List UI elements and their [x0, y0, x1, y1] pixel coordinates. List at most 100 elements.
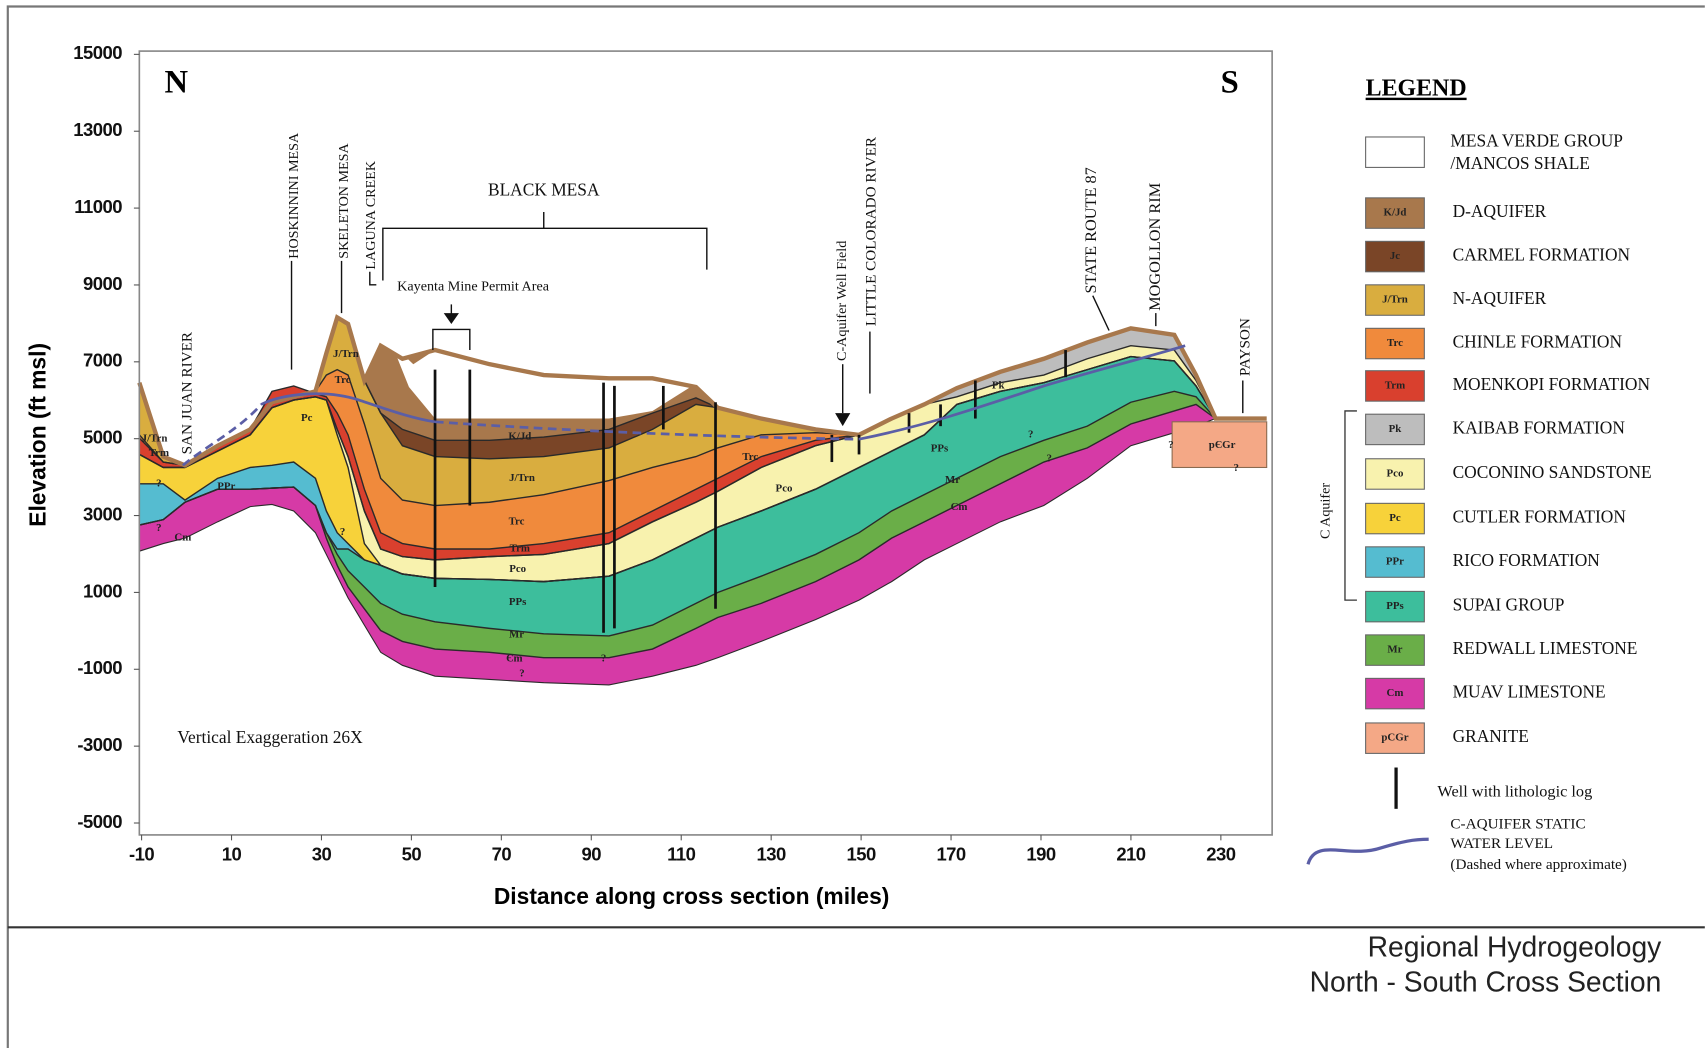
place-label: BLACK MESA: [488, 180, 600, 199]
y-tick-label: 1000: [83, 580, 122, 601]
place-label: LITTLE COLORADO RIVER: [862, 136, 879, 326]
x-tick-label: 170: [936, 843, 965, 864]
place-label: STATE ROUTE 87: [1081, 167, 1100, 293]
place-label: LAGUNA CREEK: [363, 160, 379, 269]
place-label: MOGOLLON RIM: [1145, 182, 1164, 311]
unit-label: Єm: [506, 652, 522, 664]
body: K/JdJ/TrnTrcTrmPcoPPsMrЄmTrcPcoPPsMrCmPk…: [0, 0, 1705, 1048]
place-label: HOSKINNINI MESA: [286, 132, 302, 259]
legend-code: PPr: [1386, 556, 1404, 568]
unit-label: ?: [1168, 439, 1173, 451]
legend-label: N-AQUIFER: [1453, 289, 1547, 308]
legend-code: K/Jd: [1384, 207, 1407, 219]
x-tick-label: 150: [847, 843, 876, 864]
north-label: N: [165, 64, 189, 100]
legend-label: D-AQUIFER: [1453, 202, 1547, 221]
legend-label: SUPAI GROUP: [1453, 596, 1565, 615]
x-tick-label: -10: [129, 843, 154, 864]
unit-label: Pc: [301, 412, 313, 424]
y-tick-label: 3000: [83, 503, 122, 524]
footer-subtitle: North - South Cross Section: [1310, 965, 1662, 997]
x-tick-label: 110: [667, 843, 695, 864]
legend-title: LEGEND: [1366, 76, 1467, 102]
unit-label: PPs: [509, 596, 527, 608]
cross-section: K/JdJ/TrnTrcTrmPcoPPsMrЄmTrcPcoPPsMrCmPk…: [139, 317, 1272, 833]
x-tick-label: 210: [1116, 843, 1145, 864]
well-label: Well with lithologic log: [1437, 781, 1592, 800]
legend-code: Jc: [1390, 250, 1400, 262]
unit-label: Cm: [951, 501, 968, 513]
legend-label: MESA VERDE GROUP: [1450, 131, 1623, 150]
x-tick-label: 10: [222, 843, 242, 864]
unit-label: Trc: [335, 374, 351, 386]
y-tick-label: -5000: [77, 811, 122, 832]
y-tick-label: -1000: [77, 657, 122, 678]
legend-label: CARMEL FORMATION: [1453, 246, 1631, 265]
legend-label: MOENKOPI FORMATION: [1453, 375, 1651, 394]
water-level-label: WATER LEVEL: [1450, 835, 1553, 852]
legend-label: REDWALL LIMESTONE: [1453, 639, 1638, 658]
legend-label: CHINLE FORMATION: [1453, 333, 1623, 352]
unit-label: J/Trn: [142, 433, 168, 445]
y-tick-label: 13000: [73, 119, 122, 140]
y-axis-label: Elevation (ft msl): [24, 343, 50, 527]
footer-title: Regional Hydrogeology: [1368, 931, 1663, 963]
legend-label: KAIBAB FORMATION: [1453, 418, 1626, 437]
legend-code: Pco: [1387, 467, 1404, 479]
x-tick-label: 50: [402, 843, 422, 864]
unit-label: Pk: [992, 379, 1006, 391]
legend-code: pCGr: [1381, 732, 1408, 744]
legend-label: COCONINO SANDSTONE: [1453, 463, 1652, 482]
legend-code: Trm: [1385, 379, 1405, 391]
y-tick-label: 5000: [83, 427, 122, 448]
unit-label: ?: [156, 522, 161, 534]
unit-label: Pco: [509, 563, 526, 575]
unit-label: ?: [1028, 428, 1033, 440]
legend-code: Pc: [1389, 512, 1401, 524]
legend-code: PPs: [1386, 600, 1403, 612]
unit-label: ?: [340, 526, 345, 538]
unit-label: ?: [601, 652, 606, 664]
unit-label: Trm: [510, 543, 530, 555]
unit-label: Pco: [776, 483, 793, 495]
y-tick-label: -3000: [77, 734, 122, 755]
legend-label: RICO FORMATION: [1453, 551, 1601, 570]
place-label: PAYSON: [1236, 318, 1253, 376]
unit-label: pЄGr: [1209, 439, 1236, 451]
exaggeration-note: Vertical Exaggeration 26X: [177, 728, 363, 747]
water-level-label: (Dashed where approximate): [1450, 856, 1626, 873]
unit-label: ?: [1047, 452, 1052, 464]
water-level-label: C-AQUIFER STATIC: [1450, 816, 1585, 833]
unit-label: ?: [1234, 462, 1239, 474]
y-tick-label: 11000: [74, 196, 122, 217]
legend-swatch: [1366, 137, 1425, 167]
unit-label: Mr: [509, 628, 524, 640]
place-label: Kayenta Mine Permit Area: [397, 278, 550, 294]
x-tick-label: 190: [1026, 843, 1055, 864]
x-tick-label: 90: [582, 843, 602, 864]
figure: K/JdJ/TrnTrcTrmPcoPPsMrЄmTrcPcoPPsMrCmPk…: [0, 0, 1705, 1048]
place-label: SAN JUAN RIVER: [179, 331, 196, 454]
bracket-label: C Aquifer: [1318, 483, 1334, 539]
unit-label: J/Trn: [333, 348, 359, 360]
unit-label: Trc: [742, 451, 758, 463]
legend-code: Trc: [1387, 337, 1403, 349]
unit-label: K/Jd: [508, 431, 531, 443]
x-tick-label: 130: [757, 843, 786, 864]
legend-code: Pk: [1389, 423, 1403, 435]
unit-label: Trc: [509, 515, 525, 527]
unit-label: ?: [519, 668, 524, 680]
south-label: S: [1221, 64, 1239, 100]
y-tick-label: 9000: [83, 273, 122, 294]
unit-label: ?: [156, 477, 161, 489]
x-tick-label: 70: [492, 843, 512, 864]
page: Regional Hydrogeology - North - South Cr…: [0, 0, 1705, 1048]
unit-label: PPs: [931, 442, 949, 454]
place-label: SKELETON MESA: [336, 142, 352, 258]
legend-code: J/Trn: [1382, 294, 1408, 306]
legend-label: GRANITE: [1453, 727, 1529, 746]
unit-label: Trm: [149, 447, 169, 459]
legend-label: /MANCOS SHALE: [1450, 154, 1590, 173]
legend-code: Cm: [1387, 687, 1404, 699]
x-tick-label: 230: [1206, 843, 1235, 864]
